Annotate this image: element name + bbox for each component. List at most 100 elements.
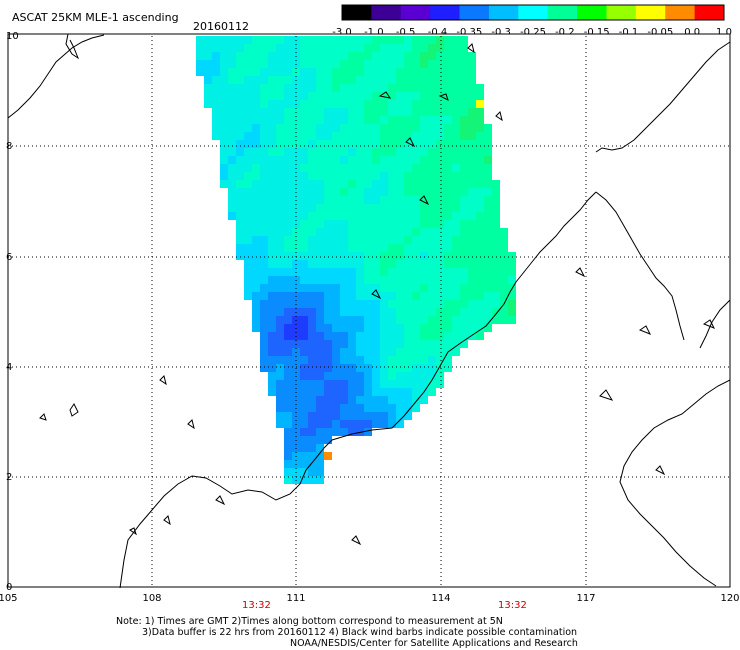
- wind-cell: [444, 356, 452, 364]
- wind-cell: [364, 396, 372, 404]
- wind-cell: [276, 124, 284, 132]
- wind-cell: [308, 156, 316, 164]
- wind-cell: [284, 252, 292, 260]
- wind-cell: [372, 92, 380, 100]
- wind-cell: [236, 228, 244, 236]
- wind-cell: [316, 404, 324, 412]
- wind-cell: [252, 100, 260, 108]
- wind-cell: [244, 100, 252, 108]
- wind-cell: [452, 348, 460, 356]
- wind-cell: [356, 252, 364, 260]
- wind-cell: [364, 348, 372, 356]
- wind-cell: [284, 388, 292, 396]
- wind-cell: [364, 60, 372, 68]
- wind-cell: [428, 324, 436, 332]
- wind-cell: [300, 340, 308, 348]
- wind-cell: [284, 412, 292, 420]
- wind-cell: [364, 220, 372, 228]
- wind-cell: [420, 292, 428, 300]
- wind-cell: [228, 132, 236, 140]
- wind-cell: [228, 84, 236, 92]
- wind-cell: [404, 228, 412, 236]
- wind-cell: [268, 292, 276, 300]
- wind-cell: [404, 260, 412, 268]
- wind-cell: [484, 196, 492, 204]
- wind-cell: [364, 44, 372, 52]
- wind-cell: [228, 156, 236, 164]
- wind-cell: [212, 132, 220, 140]
- wind-cell: [316, 124, 324, 132]
- wind-cell: [316, 340, 324, 348]
- wind-cell: [236, 124, 244, 132]
- wind-cell: [436, 204, 444, 212]
- wind-cell: [284, 76, 292, 84]
- wind-cell: [308, 188, 316, 196]
- wind-cell: [228, 92, 236, 100]
- wind-cell: [412, 356, 420, 364]
- wind-cell: [412, 204, 420, 212]
- wind-cell: [444, 244, 452, 252]
- wind-cell: [244, 156, 252, 164]
- wind-cell: [332, 388, 340, 396]
- wind-cell: [212, 92, 220, 100]
- wind-cell: [284, 420, 292, 428]
- wind-cell: [236, 164, 244, 172]
- wind-cell: [284, 204, 292, 212]
- wind-cell: [372, 76, 380, 84]
- wind-cell: [316, 436, 324, 444]
- wind-cell: [308, 332, 316, 340]
- wind-cell: [396, 36, 404, 44]
- wind-cell: [372, 36, 380, 44]
- wind-cell: [476, 116, 484, 124]
- wind-cell: [284, 308, 292, 316]
- wind-cell: [356, 204, 364, 212]
- wind-cell: [444, 44, 452, 52]
- wind-cell: [388, 84, 396, 92]
- wind-cell: [436, 164, 444, 172]
- wind-cell: [284, 260, 292, 268]
- wind-cell: [396, 388, 404, 396]
- wind-cell: [452, 60, 460, 68]
- wind-cell: [252, 172, 260, 180]
- wind-cell: [300, 436, 308, 444]
- wind-cell: [340, 188, 348, 196]
- wind-cell: [404, 220, 412, 228]
- wind-cell: [420, 172, 428, 180]
- wind-cell: [492, 284, 500, 292]
- wind-cell: [420, 68, 428, 76]
- wind-cell: [460, 100, 468, 108]
- wind-cell: [436, 372, 444, 380]
- wind-cell: [244, 212, 252, 220]
- wind-cell: [460, 332, 468, 340]
- wind-cell: [476, 308, 484, 316]
- wind-cell: [364, 116, 372, 124]
- wind-cell: [300, 268, 308, 276]
- wind-cell: [500, 284, 508, 292]
- wind-cell: [220, 36, 228, 44]
- wind-cell: [276, 244, 284, 252]
- wind-cell: [340, 140, 348, 148]
- wind-cell: [372, 196, 380, 204]
- wind-cell: [300, 308, 308, 316]
- wind-cell: [316, 316, 324, 324]
- wind-cell: [508, 308, 516, 316]
- wind-cell: [484, 172, 492, 180]
- wind-cell: [388, 316, 396, 324]
- wind-cell: [348, 332, 356, 340]
- wind-cell: [364, 292, 372, 300]
- wind-cell: [308, 372, 316, 380]
- wind-cell: [260, 148, 268, 156]
- wind-cell: [412, 404, 420, 412]
- wind-cell: [284, 444, 292, 452]
- wind-cell: [484, 132, 492, 140]
- wind-cell: [348, 140, 356, 148]
- wind-cell: [212, 124, 220, 132]
- wind-cell: [428, 284, 436, 292]
- wind-cell: [308, 124, 316, 132]
- wind-cell: [284, 332, 292, 340]
- wind-cell: [388, 396, 396, 404]
- wind-cell: [260, 236, 268, 244]
- colorbar-swatch: [430, 5, 461, 20]
- wind-cell: [468, 236, 476, 244]
